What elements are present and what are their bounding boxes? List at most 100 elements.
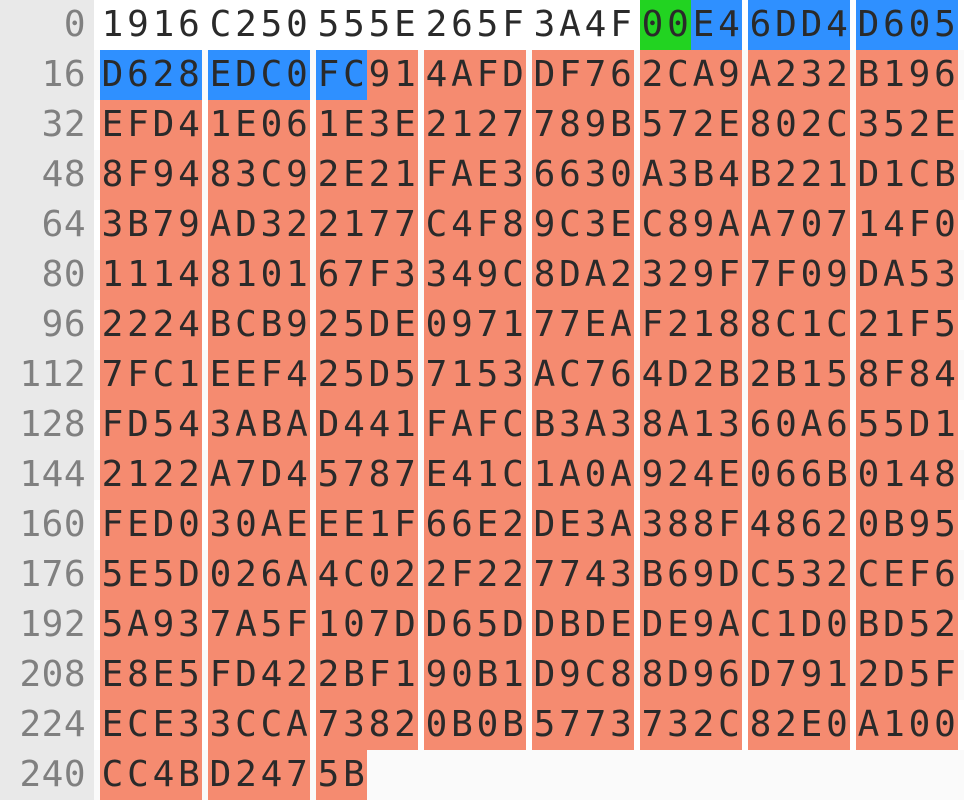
- hex-nibble[interactable]: 3: [666, 700, 692, 750]
- hex-nibble[interactable]: B: [208, 300, 234, 350]
- hex-nibble[interactable]: 8: [177, 50, 203, 100]
- hex-nibble[interactable]: 3: [799, 50, 825, 100]
- hex-nibble[interactable]: 0: [285, 50, 311, 100]
- hex-nibble[interactable]: 6: [285, 100, 311, 150]
- hex-nibble[interactable]: 4: [748, 500, 774, 550]
- hex-nibble[interactable]: 0: [177, 500, 203, 550]
- hex-nibble[interactable]: D: [799, 0, 825, 50]
- hex-nibble[interactable]: D: [532, 650, 558, 700]
- hex-nibble[interactable]: 6: [450, 0, 476, 50]
- hex-nibble[interactable]: 5: [100, 600, 126, 650]
- hex-row[interactable]: 1442122A7D45787E41C1A0A924E066B0148: [0, 450, 964, 500]
- hex-nibble[interactable]: 1: [501, 300, 527, 350]
- hex-nibble[interactable]: 5: [316, 750, 342, 800]
- hex-nibble[interactable]: 2: [316, 300, 342, 350]
- hex-nibble[interactable]: 4: [882, 200, 908, 250]
- hex-word[interactable]: FD54: [94, 400, 202, 450]
- hex-word[interactable]: 8DA2: [526, 250, 634, 300]
- hex-nibble[interactable]: C: [748, 600, 774, 650]
- hex-nibble[interactable]: 9: [367, 50, 393, 100]
- hex-nibble[interactable]: 1: [100, 0, 126, 50]
- hex-nibble[interactable]: 7: [208, 600, 234, 650]
- hex-word[interactable]: B69D: [634, 550, 742, 600]
- hex-row[interactable]: 01916C250555E265F3A4F00E46DD4D605: [0, 0, 964, 50]
- hex-nibble[interactable]: F: [907, 200, 933, 250]
- hex-nibble[interactable]: 7: [774, 650, 800, 700]
- hex-nibble[interactable]: 4: [177, 250, 203, 300]
- hex-nibble[interactable]: 2: [856, 650, 882, 700]
- hex-nibble[interactable]: 4: [177, 300, 203, 350]
- hex-nibble[interactable]: 1: [691, 300, 717, 350]
- hex-nibble[interactable]: 9: [285, 150, 311, 200]
- hex-nibble[interactable]: 1: [825, 150, 851, 200]
- hex-nibble[interactable]: 2: [393, 700, 419, 750]
- hex-word[interactable]: AC76: [526, 350, 634, 400]
- hex-nibble[interactable]: 8: [100, 150, 126, 200]
- hex-nibble[interactable]: F: [475, 50, 501, 100]
- hex-word[interactable]: 14F0: [850, 200, 958, 250]
- hex-nibble[interactable]: 8: [501, 200, 527, 250]
- hex-nibble[interactable]: 1: [126, 450, 152, 500]
- hex-nibble[interactable]: A: [259, 500, 285, 550]
- hex-nibble[interactable]: 5: [393, 350, 419, 400]
- hex-nibble[interactable]: 8: [666, 500, 692, 550]
- hex-nibble[interactable]: 3: [583, 150, 609, 200]
- hex-word[interactable]: FED0: [94, 500, 202, 550]
- hex-nibble[interactable]: 6: [933, 550, 959, 600]
- hex-nibble[interactable]: B: [126, 200, 152, 250]
- hex-nibble[interactable]: 2: [151, 450, 177, 500]
- hex-word[interactable]: 3A4F: [526, 0, 634, 50]
- hex-nibble[interactable]: A: [234, 400, 260, 450]
- hex-nibble[interactable]: B: [259, 400, 285, 450]
- hex-nibble[interactable]: F: [367, 250, 393, 300]
- hex-nibble[interactable]: 5: [825, 350, 851, 400]
- hex-nibble[interactable]: 3: [666, 150, 692, 200]
- hex-nibble[interactable]: 2: [501, 500, 527, 550]
- hex-word[interactable]: 77EA: [526, 300, 634, 350]
- hex-word[interactable]: C1D0: [742, 600, 850, 650]
- hex-word[interactable]: 90B1: [418, 650, 526, 700]
- hex-word[interactable]: E8E5: [94, 650, 202, 700]
- hex-nibble[interactable]: 9: [558, 650, 584, 700]
- hex-nibble[interactable]: 6: [882, 0, 908, 50]
- hex-word[interactable]: D247: [202, 750, 310, 800]
- hex-nibble[interactable]: B: [609, 100, 635, 150]
- hex-word[interactable]: A100: [850, 700, 958, 750]
- hex-nibble[interactable]: 9: [475, 250, 501, 300]
- hex-nibble[interactable]: A: [208, 200, 234, 250]
- hex-nibble[interactable]: 2: [691, 350, 717, 400]
- hex-nibble[interactable]: 1: [367, 500, 393, 550]
- hex-word[interactable]: D441: [310, 400, 418, 450]
- hex-nibble[interactable]: C: [424, 200, 450, 250]
- hex-word[interactable]: 1114: [94, 250, 202, 300]
- hex-nibble[interactable]: 6: [609, 50, 635, 100]
- hex-nibble[interactable]: 7: [774, 200, 800, 250]
- hex-nibble[interactable]: 1: [933, 400, 959, 450]
- hex-nibble[interactable]: 5: [151, 400, 177, 450]
- hex-nibble[interactable]: 0: [475, 700, 501, 750]
- hex-word[interactable]: 7153: [418, 350, 526, 400]
- hex-word[interactable]: 572E: [634, 100, 742, 150]
- hex-nibble[interactable]: C: [342, 550, 368, 600]
- hex-nibble[interactable]: 7: [367, 600, 393, 650]
- hex-nibble[interactable]: 0: [450, 650, 476, 700]
- hex-word[interactable]: 802C: [742, 100, 850, 150]
- hex-row[interactable]: 32EFD41E061E3E2127789B572E802C352E: [0, 100, 964, 150]
- hex-word[interactable]: 5A93: [94, 600, 202, 650]
- hex-word[interactable]: 1A0A: [526, 450, 634, 500]
- hex-nibble[interactable]: B: [640, 550, 666, 600]
- hex-nibble[interactable]: F: [259, 350, 285, 400]
- hex-word[interactable]: 82E0: [742, 700, 850, 750]
- hex-nibble[interactable]: B: [342, 650, 368, 700]
- hex-nibble[interactable]: 2: [285, 200, 311, 250]
- hex-nibble[interactable]: 2: [825, 50, 851, 100]
- hex-nibble[interactable]: 8: [774, 500, 800, 550]
- hex-word[interactable]: 0B95: [850, 500, 958, 550]
- hex-nibble[interactable]: C: [774, 300, 800, 350]
- hex-nibble[interactable]: 7: [501, 100, 527, 150]
- hex-word[interactable]: D605: [850, 0, 958, 50]
- hex-nibble[interactable]: E: [234, 350, 260, 400]
- hex-nibble[interactable]: B: [342, 750, 368, 800]
- hex-nibble[interactable]: F: [285, 600, 311, 650]
- hex-nibble[interactable]: 6: [799, 450, 825, 500]
